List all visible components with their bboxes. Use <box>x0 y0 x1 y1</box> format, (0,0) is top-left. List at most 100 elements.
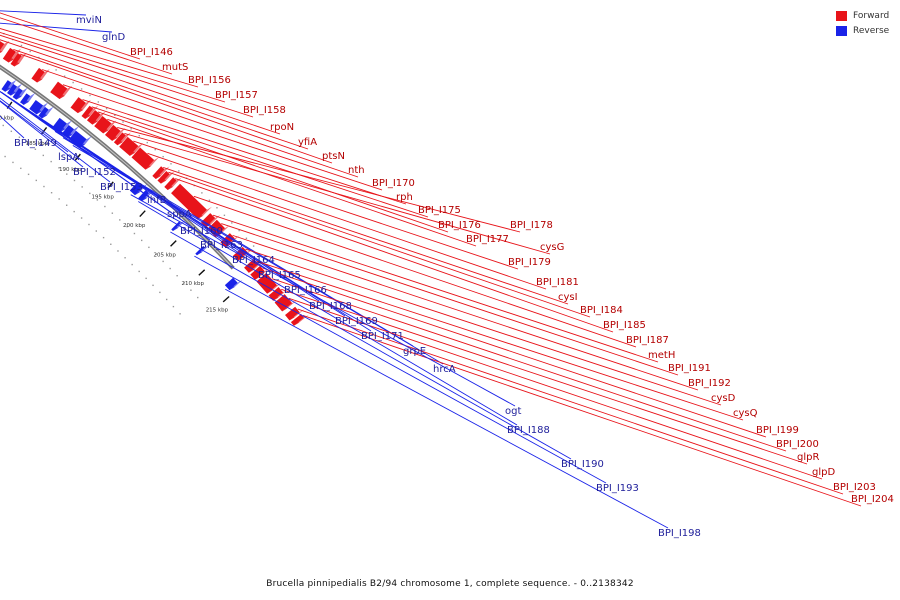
gene-label-mviN[interactable]: mviN <box>76 15 102 26</box>
gene-BPI_I165[interactable] <box>12 87 28 100</box>
gene-BPI_I175[interactable] <box>81 105 99 119</box>
gene-label-BPI_I168[interactable]: BPI_I168 <box>309 301 352 312</box>
gene-label-ptsN[interactable]: ptsN <box>322 151 345 162</box>
gene-label-BPI_I166[interactable]: BPI_I166 <box>284 285 327 296</box>
gene-label-BPI_I152[interactable]: BPI_I152 <box>73 167 116 178</box>
gene-label-mutS[interactable]: mutS <box>162 62 188 73</box>
legend-reverse-label: Reverse <box>853 25 890 36</box>
gene-label-BPI_I187[interactable]: BPI_I187 <box>626 335 669 346</box>
gene-BPI_I169[interactable] <box>38 106 54 119</box>
guide-dot <box>162 155 164 158</box>
gene-label-BPI_I160[interactable]: BPI_I160 <box>180 226 223 237</box>
gene-BPI_I170[interactable] <box>50 81 73 100</box>
guide-dot <box>154 148 156 151</box>
gene-label-BPI_I163[interactable]: BPI_I163 <box>200 240 243 251</box>
gene-label-nth[interactable]: nth <box>348 165 365 176</box>
backbone-highlight <box>0 66 234 269</box>
gene-label-BPI_I171[interactable]: BPI_I171 <box>361 331 404 342</box>
gene-label-glpR[interactable]: glpR <box>797 452 819 463</box>
gene-label-BPI_I156[interactable]: BPI_I156 <box>188 75 231 86</box>
leader-line <box>62 84 383 191</box>
gene-BPI_I168[interactable] <box>29 100 49 115</box>
gene-label-yfiA[interactable]: yfiA <box>298 137 317 148</box>
gene-label-metH[interactable]: metH <box>648 350 675 361</box>
axis-tick-label: 190 kbp <box>59 167 82 173</box>
gene-nth[interactable] <box>31 67 50 83</box>
gene-BPI_I193[interactable] <box>195 244 210 256</box>
gene-label-cysI[interactable]: cysI <box>558 292 578 303</box>
gene-label-BPI_I188[interactable]: BPI_I188 <box>507 425 550 436</box>
gene-label-cysQ[interactable]: cysQ <box>733 408 758 419</box>
gene-label-sppA[interactable]: sppA <box>167 209 192 220</box>
gene-ptsN[interactable] <box>10 52 27 67</box>
gene-BPI_I203[interactable] <box>285 306 305 321</box>
gene-label-BPI_I165[interactable]: BPI_I165 <box>258 270 301 281</box>
gene-label-BPI_I185[interactable]: BPI_I185 <box>603 320 646 331</box>
gene-label-rpoN[interactable]: rpoN <box>270 122 294 133</box>
gene-BPI_I185[interactable] <box>164 177 182 190</box>
gene-label-glpD[interactable]: glpD <box>812 467 835 478</box>
gene-label-BPI_I149[interactable]: BPI_I149 <box>14 138 57 149</box>
gene-label-BPI_I191[interactable]: BPI_I191 <box>668 363 711 374</box>
guide-dot <box>119 219 121 221</box>
legend-forward[interactable]: Forward <box>836 8 892 23</box>
gene-BPI_I181[interactable] <box>131 147 160 170</box>
gene-cysG[interactable] <box>113 132 131 146</box>
gene-label-BPI_I178[interactable]: BPI_I178 <box>510 220 553 231</box>
gene-label-BPI_I203[interactable]: BPI_I203 <box>833 482 876 493</box>
gene-label-BPI_I200[interactable]: BPI_I200 <box>776 439 819 450</box>
gene-BPI_I164[interactable] <box>7 83 23 96</box>
gene-label-BPI_I181[interactable]: BPI_I181 <box>536 277 579 288</box>
gene-rpoN[interactable] <box>0 35 10 55</box>
gene-label-BPI_I179[interactable]: BPI_I179 <box>508 257 551 268</box>
gene-label-BPI_I204[interactable]: BPI_I204 <box>851 494 894 505</box>
gene-label-BPI_I146[interactable]: BPI_I146 <box>130 47 173 58</box>
gene-label-BPI_I164[interactable]: BPI_I164 <box>232 255 275 266</box>
gene-label-BPI_I199[interactable]: BPI_I199 <box>756 425 799 436</box>
gene-cysI[interactable] <box>152 166 170 179</box>
gene-label-ogt[interactable]: ogt <box>505 406 521 417</box>
gene-label-BPI_I190[interactable]: BPI_I190 <box>561 459 604 470</box>
gene-label-BPI_I193[interactable]: BPI_I193 <box>596 483 639 494</box>
leader-line <box>288 297 823 480</box>
gene-BPI_I200[interactable] <box>256 272 283 294</box>
gene-BPI_I199[interactable] <box>250 265 270 280</box>
guide-dot <box>146 141 148 144</box>
gene-BPI_I187[interactable] <box>171 183 212 219</box>
gene-label-BPI_I175[interactable]: BPI_I175 <box>418 205 461 216</box>
gene-label-cysD[interactable]: cysD <box>711 393 736 404</box>
gene-rph[interactable] <box>70 97 91 114</box>
forward-swatch-icon <box>836 10 847 21</box>
legend-reverse[interactable]: Reverse <box>836 23 892 38</box>
gene-label-cysG[interactable]: cysG <box>540 242 564 253</box>
gene-label-glnD[interactable]: glnD <box>102 32 125 43</box>
gene-label-rph[interactable]: rph <box>396 192 413 203</box>
gene-BPI_I184[interactable] <box>157 170 175 184</box>
gene-label-BPI_I177[interactable]: BPI_I177 <box>466 234 509 245</box>
gene-label-grpE[interactable]: grpE <box>403 346 426 357</box>
gene-label-BPI_I184[interactable]: BPI_I184 <box>580 305 623 316</box>
guide-dot <box>12 161 14 164</box>
gene-label-BPI_I198[interactable]: BPI_I198 <box>658 528 701 539</box>
gene-label-hrcA[interactable]: hrcA <box>433 364 456 375</box>
gene-label-BPI_I157[interactable]: BPI_I157 <box>215 90 258 101</box>
gene-label-BPI_I158[interactable]: BPI_I158 <box>243 105 286 116</box>
gene-label-ihfB[interactable]: ihfB <box>147 195 167 206</box>
gene-BPI_I176[interactable] <box>87 110 106 125</box>
gene-yfiA[interactable] <box>2 47 21 63</box>
gene-label-lspA[interactable]: lspA <box>58 152 79 163</box>
gene-label-BPI_I153[interactable]: BPI_I153 <box>100 182 143 193</box>
gene-label-BPI_I176[interactable]: BPI_I176 <box>438 220 481 231</box>
gene-label-BPI_I192[interactable]: BPI_I192 <box>688 378 731 389</box>
gene-BPI_I198[interactable] <box>224 277 243 291</box>
gene-BPI_I178[interactable] <box>105 124 126 141</box>
guide-dot <box>124 257 126 259</box>
gene-BPI_I166[interactable] <box>20 93 36 105</box>
gene-BPI_I163[interactable] <box>1 79 17 92</box>
guide-dot <box>170 163 172 165</box>
gene-BPI_I177[interactable] <box>94 115 117 134</box>
gene-label-BPI_I170[interactable]: BPI_I170 <box>372 178 415 189</box>
gene-label-BPI_I169[interactable]: BPI_I169 <box>335 316 378 327</box>
gene-BPI_I179[interactable] <box>119 136 144 156</box>
gene-glpR[interactable] <box>268 286 289 301</box>
